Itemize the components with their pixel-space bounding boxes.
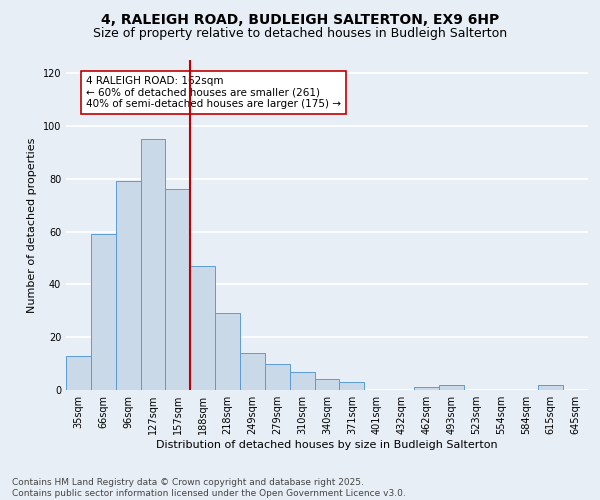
Bar (91, 234, 116, 390)
X-axis label: Distribution of detached houses by size in Budleigh Salterton: Distribution of detached houses by size … (156, 440, 498, 450)
Bar (240, 353, 265, 390)
Bar (190, 266, 215, 390)
Bar (66, 356, 91, 390)
Bar (166, 190, 190, 390)
Y-axis label: Number of detached properties: Number of detached properties (27, 138, 37, 312)
Text: 4 RALEIGH ROAD: 162sqm
← 60% of detached houses are smaller (261)
40% of semi-de: 4 RALEIGH ROAD: 162sqm ← 60% of detached… (86, 76, 341, 109)
Bar (290, 372, 314, 390)
Text: Size of property relative to detached houses in Budleigh Salterton: Size of property relative to detached ho… (93, 28, 507, 40)
Text: 4, RALEIGH ROAD, BUDLEIGH SALTERTON, EX9 6HP: 4, RALEIGH ROAD, BUDLEIGH SALTERTON, EX9… (101, 12, 499, 26)
Bar (439, 384, 464, 390)
Text: Contains HM Land Registry data © Crown copyright and database right 2025.
Contai: Contains HM Land Registry data © Crown c… (12, 478, 406, 498)
Bar (314, 380, 340, 390)
Bar (414, 388, 439, 390)
Bar (265, 364, 290, 390)
Bar (140, 139, 166, 390)
Bar (538, 384, 563, 390)
Bar (116, 182, 140, 390)
Bar (340, 382, 364, 390)
Bar (215, 314, 240, 390)
